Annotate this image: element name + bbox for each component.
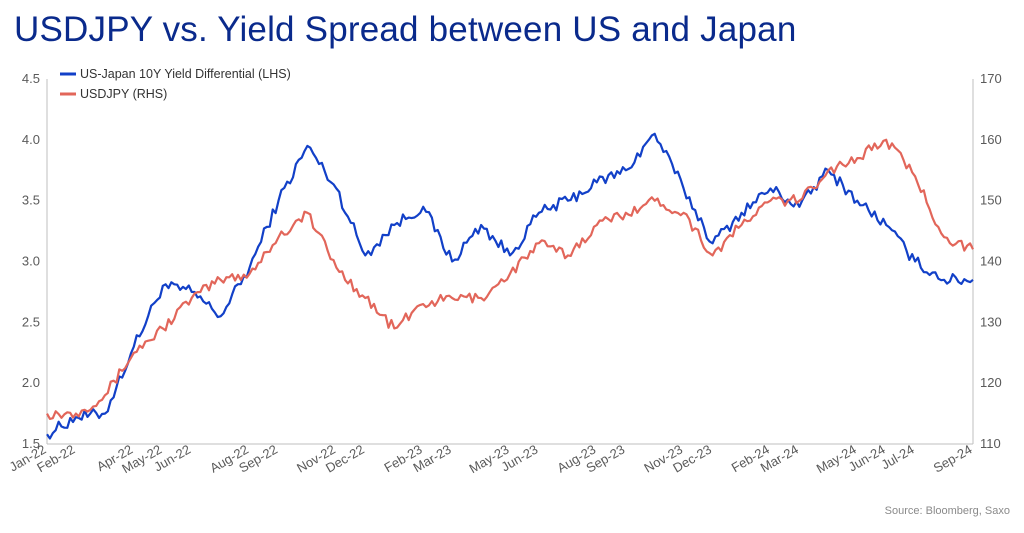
right-y-tick-labels: 110 120 130 140 150 160 170	[980, 71, 1002, 451]
left-y-tick-1: 2.0	[22, 375, 40, 390]
series-yield-differential-line	[46, 132, 974, 440]
series-usdjpy-line	[46, 138, 974, 420]
left-y-tick-4: 3.5	[22, 193, 40, 208]
left-y-tick-3: 3.0	[22, 254, 40, 269]
x-tick-22: Sep-24	[931, 442, 975, 476]
legend-label-yield: US-Japan 10Y Yield Differential (LHS)	[80, 67, 291, 81]
left-y-tick-6: 4.5	[22, 71, 40, 86]
left-y-tick-5: 4.0	[22, 132, 40, 147]
left-y-tick-0: 1.5	[22, 436, 40, 451]
x-tick-21: Jul-24	[878, 442, 916, 473]
legend-label-usdjpy: USDJPY (RHS)	[80, 87, 167, 101]
series-layer	[46, 132, 974, 440]
right-y-tick-0: 110	[980, 436, 1001, 451]
axes	[46, 79, 974, 445]
legend: US-Japan 10Y Yield Differential (LHS) US…	[60, 67, 291, 101]
right-y-tick-6: 170	[980, 71, 1002, 86]
right-y-tick-4: 150	[980, 193, 1002, 208]
chart-title: USDJPY vs. Yield Spread between US and J…	[14, 10, 797, 49]
right-y-tick-5: 160	[980, 132, 1002, 147]
right-y-tick-2: 130	[980, 314, 1002, 329]
right-y-tick-3: 140	[980, 254, 1002, 269]
right-y-tick-1: 120	[980, 375, 1002, 390]
left-y-tick-labels: 1.5 2.0 2.5 3.0 3.5 4.0 4.5	[22, 71, 40, 451]
left-y-tick-2: 2.5	[22, 314, 40, 329]
source-note: Source: Bloomberg, Saxo	[884, 505, 1010, 517]
